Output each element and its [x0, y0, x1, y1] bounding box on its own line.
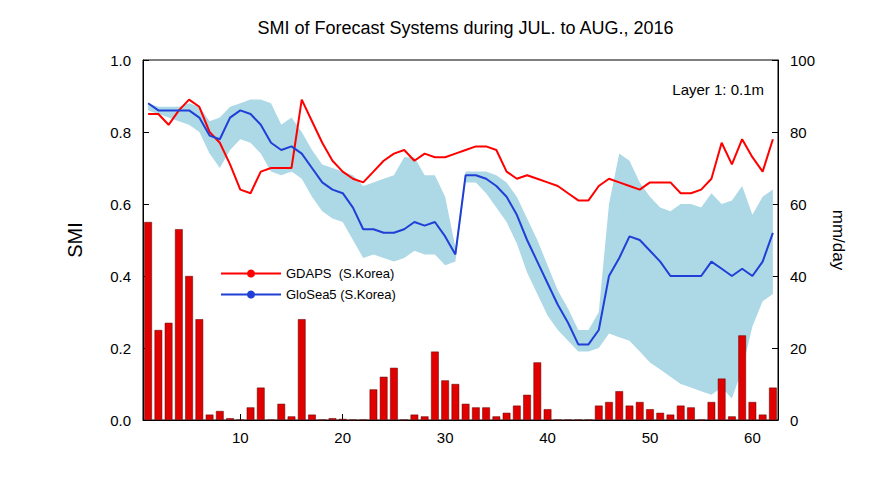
- svg-text:10: 10: [232, 429, 249, 446]
- svg-text:GloSea5 (S.Korea): GloSea5 (S.Korea): [286, 287, 396, 302]
- svg-text:0: 0: [790, 412, 798, 429]
- svg-text:mm/day: mm/day: [829, 210, 848, 271]
- svg-text:0.4: 0.4: [110, 268, 131, 285]
- svg-text:100: 100: [790, 52, 815, 69]
- svg-text:0.0: 0.0: [110, 412, 131, 429]
- svg-text:20: 20: [790, 340, 807, 357]
- svg-text:GDAPS (S.Korea): GDAPS (S.Korea): [286, 266, 394, 281]
- svg-text:60: 60: [790, 196, 807, 213]
- svg-text:1.0: 1.0: [110, 52, 131, 69]
- svg-text:SMI of Forecast Systems during: SMI of Forecast Systems during JUL. to A…: [257, 18, 673, 38]
- svg-text:50: 50: [642, 429, 659, 446]
- svg-text:0.2: 0.2: [110, 340, 131, 357]
- svg-text:80: 80: [790, 124, 807, 141]
- svg-text:40: 40: [539, 429, 556, 446]
- svg-text:Layer 1: 0.1m: Layer 1: 0.1m: [672, 81, 764, 98]
- svg-text:20: 20: [334, 429, 351, 446]
- svg-text:30: 30: [437, 429, 454, 446]
- svg-text:0.6: 0.6: [110, 196, 131, 213]
- svg-text:60: 60: [744, 429, 761, 446]
- svg-text:SMI: SMI: [64, 222, 86, 258]
- svg-text:40: 40: [790, 268, 807, 285]
- svg-text:0.8: 0.8: [110, 124, 131, 141]
